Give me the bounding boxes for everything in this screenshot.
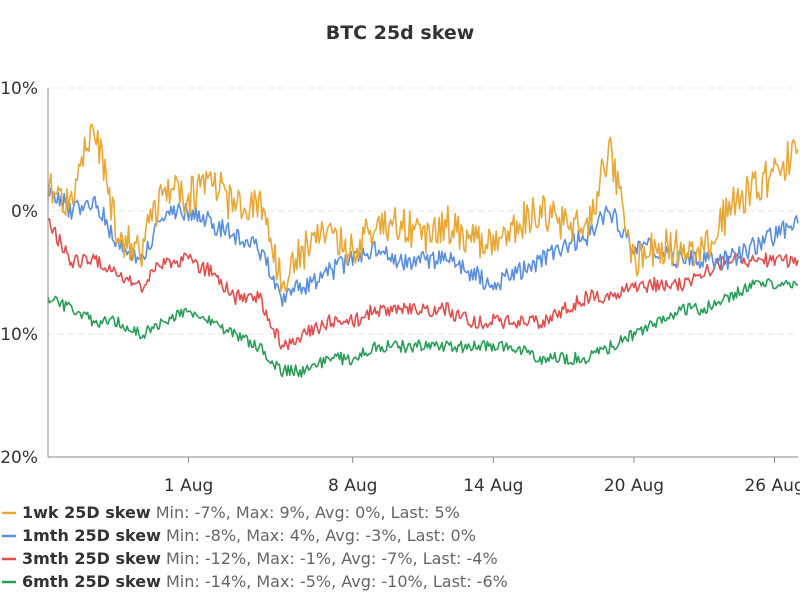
legend-series-name: 3mth 25D skew — [22, 549, 161, 568]
x-tick-label: 8 Aug — [328, 476, 377, 496]
chart-title: BTC 25d skew — [326, 22, 475, 44]
y-tick-label: 10% — [0, 79, 38, 99]
legend-entry[interactable]: 6mth 25D skew Min: -14%, Max: -5%, Avg: … — [22, 572, 508, 591]
series-line-4 — [47, 278, 799, 378]
legend-series-name: 1mth 25D skew — [22, 526, 161, 545]
legend-series-name: 1wk 25D skew — [22, 503, 151, 522]
axis-layer: 10% 0% -10% -20% 1 Aug 8 Aug 14 Aug 20 Aug 26 Au… — [0, 79, 800, 496]
x-tick-label: 1 Aug — [164, 476, 213, 496]
legend-entry[interactable]: 1mth 25D skew Min: -8%, Max: 4%, Avg: -3… — [22, 526, 476, 545]
legend-series-stats: Min: -7%, Max: 9%, Avg: 0%, Last: 5% — [151, 503, 460, 522]
grid-layer — [48, 87, 798, 335]
legend-series-name: 6mth 25D skew — [22, 572, 161, 591]
legend: 1wk 25D skew Min: -7%, Max: 9%, Avg: 0%,… — [2, 503, 508, 591]
series-line-2 — [47, 187, 799, 308]
legend-series-stats: Min: -8%, Max: 4%, Avg: -3%, Last: 0% — [161, 526, 476, 545]
legend-entry[interactable]: 3mth 25D skew Min: -12%, Max: -1%, Avg: … — [22, 549, 498, 568]
legend-series-stats: Min: -14%, Max: -5%, Avg: -10%, Last: -6… — [161, 572, 508, 591]
x-tick-label: 26 Aug — [744, 476, 800, 496]
series-line-3 — [47, 218, 799, 351]
x-tick-label: 14 Aug — [463, 476, 523, 496]
series-layer — [47, 123, 799, 378]
series-line-1 — [47, 123, 799, 293]
legend-series-stats: Min: -12%, Max: -1%, Avg: -7%, Last: -4% — [161, 549, 498, 568]
y-tick-label: -20% — [0, 448, 38, 468]
x-tick-label: 20 Aug — [604, 476, 664, 496]
legend-entry[interactable]: 1wk 25D skew Min: -7%, Max: 9%, Avg: 0%,… — [22, 503, 460, 522]
y-tick-label: -10% — [0, 325, 38, 345]
y-tick-label: 0% — [11, 202, 38, 222]
